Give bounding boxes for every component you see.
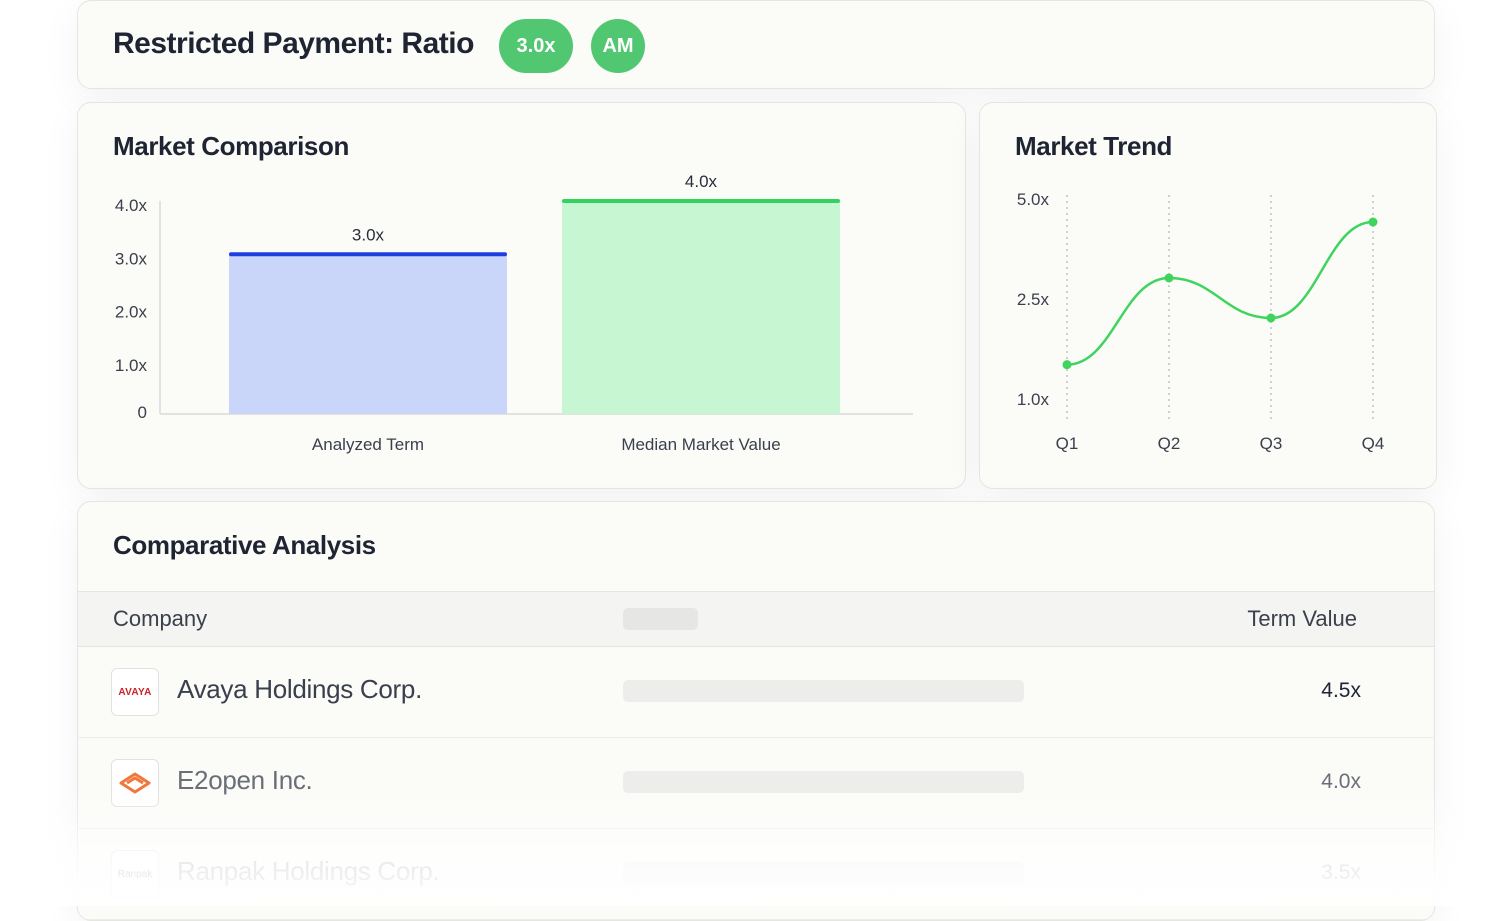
avaya-logo: AVAYA: [118, 686, 152, 698]
table-row[interactable]: Ranpak Ranpak Holdings Corp. 3.5x: [78, 829, 1434, 920]
y-tick-label: 4.0x: [115, 196, 148, 215]
company-name: E2open Inc.: [177, 765, 313, 795]
value-bar-placeholder: [623, 771, 1024, 793]
x-category-label: Q3: [1260, 434, 1283, 453]
y-tick-label: 2.5x: [1017, 290, 1050, 309]
y-tick-label: 3.0x: [115, 249, 148, 268]
ranpak-logo: Ranpak: [117, 868, 153, 880]
e2open-chevron-icon: [119, 772, 151, 794]
company-logo: [111, 759, 159, 807]
y-tick-label: 1.0x: [115, 356, 148, 375]
y-tick-label: 5.0x: [1017, 190, 1050, 209]
data-point: [1266, 313, 1276, 323]
bar-top-line: [229, 252, 507, 257]
company-name: Ranpak Holdings Corp.: [177, 856, 440, 886]
bar-top-line: [562, 199, 840, 203]
y-tick-label: 2.0x: [115, 303, 148, 322]
bar-value-label: 4.0x: [685, 172, 718, 191]
x-category-label: Q2: [1158, 434, 1181, 453]
table-row[interactable]: AVAYA Avaya Holdings Corp. 4.5x: [78, 647, 1434, 738]
data-point: [1368, 217, 1378, 227]
ratio-badge: 3.0x: [499, 19, 573, 73]
company-name: Avaya Holdings Corp.: [177, 674, 422, 704]
column-header-term-value[interactable]: Term Value: [1247, 606, 1357, 631]
bar: [229, 254, 507, 414]
header-card: Restricted Payment: Ratio 3.0x AM: [77, 0, 1435, 89]
comparative-analysis-title: Comparative Analysis: [113, 530, 376, 560]
term-value: 3.5x: [1321, 861, 1361, 884]
column-header-placeholder: [623, 608, 698, 630]
bar: [562, 201, 840, 414]
term-value: 4.0x: [1321, 770, 1361, 793]
user-avatar[interactable]: AM: [591, 19, 645, 73]
company-logo: Ranpak: [111, 850, 159, 898]
table-row[interactable]: E2open Inc. 4.0x: [78, 738, 1434, 829]
y-tick-label: 0: [138, 403, 147, 422]
market-comparison-card: Market Comparison 0 1.0x 2.0x 3.0x 4.0x 3.0x A…: [77, 102, 966, 489]
market-trend-card: Market Trend 1.0x 2.5x 5.0x Q1 Q2 Q3 Q4: [979, 102, 1437, 489]
company-logo: AVAYA: [111, 668, 159, 716]
data-point: [1164, 273, 1174, 283]
value-bar-placeholder: [623, 862, 1024, 884]
x-category-label: Q4: [1362, 434, 1385, 453]
bar-value-label: 3.0x: [352, 225, 385, 244]
column-header-company[interactable]: Company: [113, 606, 208, 631]
table-header: Company Term Value: [78, 591, 1434, 647]
term-value: 4.5x: [1321, 679, 1361, 702]
y-tick-label: 1.0x: [1017, 390, 1050, 409]
x-category-label: Median Market Value: [621, 435, 780, 454]
market-trend-chart: 1.0x 2.5x 5.0x Q1 Q2 Q3 Q4: [1017, 190, 1385, 453]
x-category-label: Analyzed Term: [312, 435, 424, 454]
comparative-analysis-card: Comparative Analysis Company Term Value …: [77, 501, 1435, 921]
market-comparison-title: Market Comparison: [113, 131, 349, 161]
data-point: [1062, 360, 1072, 370]
market-comparison-chart: 0 1.0x 2.0x 3.0x 4.0x 3.0x Analyzed Term 4.0x Me…: [115, 172, 913, 454]
trend-line: [1066, 220, 1374, 366]
value-bar-placeholder: [623, 680, 1024, 702]
page-title: Restricted Payment: Ratio: [113, 27, 474, 60]
market-trend-title: Market Trend: [1015, 131, 1173, 161]
x-category-label: Q1: [1056, 434, 1079, 453]
